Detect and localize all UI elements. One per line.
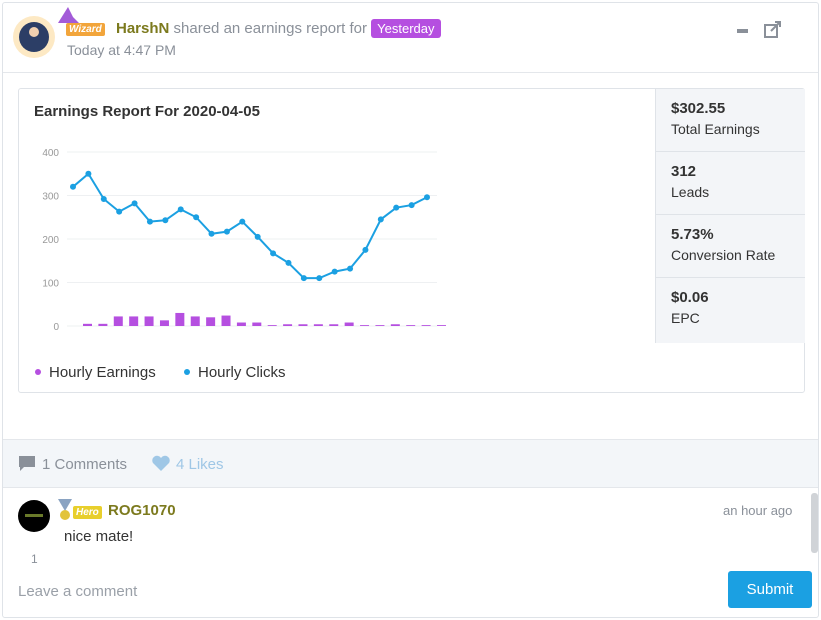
stat-value: $0.06 (671, 289, 709, 306)
legend-label: Hourly Earnings (49, 364, 156, 381)
point (131, 200, 138, 207)
point (316, 275, 323, 282)
point (177, 206, 184, 213)
point (362, 246, 369, 253)
point (70, 183, 76, 190)
period-tag[interactable]: Yesterday (371, 19, 441, 38)
bar (437, 325, 446, 326)
comment-icon (19, 456, 35, 471)
bar (360, 325, 370, 326)
post-actions[interactable] (735, 21, 785, 41)
like-icon[interactable] (151, 455, 171, 473)
post-time: Today at 4:47 PM (67, 42, 176, 58)
badge: Wizard (66, 23, 105, 36)
point (285, 259, 292, 266)
stat-value: 5.73% (671, 226, 714, 243)
bar (129, 316, 139, 326)
point (223, 228, 230, 235)
line (72, 172, 428, 280)
point (347, 265, 354, 272)
bar (421, 325, 431, 326)
legend-label: Hourly Clicks (198, 364, 286, 381)
stat-value: 312 (671, 163, 697, 180)
bar (144, 316, 154, 326)
point (100, 195, 107, 202)
y-tick-label: 300 (42, 192, 59, 203)
point (424, 194, 430, 201)
badge: Hero (73, 506, 102, 519)
bar (375, 325, 385, 326)
point (85, 170, 92, 177)
bar (329, 324, 339, 326)
bar (313, 324, 323, 326)
hero-medal (58, 499, 72, 520)
bar (252, 322, 262, 326)
stat-label: Conversion Rate (671, 247, 776, 263)
y-tick-label: 400 (42, 148, 59, 159)
bar (159, 320, 169, 326)
bar (283, 324, 293, 326)
point (300, 275, 307, 282)
commenter-name[interactable]: ROG1070 (108, 502, 176, 519)
bar (406, 325, 416, 326)
legend-dot (184, 369, 190, 375)
point (162, 217, 169, 224)
comments-count[interactable]: 1 Comments (42, 456, 128, 473)
stat-label: Total Earnings (671, 121, 760, 137)
scrollbar[interactable] (811, 493, 818, 553)
likes-count[interactable]: 4 Likes (176, 456, 224, 473)
stat: $302.55 Total Earnings (656, 89, 805, 152)
author-avatar (13, 16, 55, 58)
stat: 312 Leads (656, 152, 805, 215)
point (193, 214, 200, 221)
comment-input[interactable]: Leave a comment (18, 583, 138, 600)
point (408, 202, 415, 209)
bar (221, 315, 231, 326)
comment-text: nice mate! (64, 528, 134, 545)
point (146, 218, 153, 225)
stat: $0.06 EPC (656, 278, 805, 341)
chart: Earnings Report For 2020-04-05 0 100 200 30… (34, 103, 446, 381)
point (254, 233, 261, 240)
wizard-hat (58, 7, 79, 23)
bar (113, 316, 123, 326)
bar (175, 312, 185, 326)
comment-time: an hour ago (723, 503, 793, 518)
bar (390, 324, 400, 326)
bar (98, 323, 108, 326)
submit-button[interactable]: Submit (728, 571, 812, 608)
y-tick-label: 0 (53, 322, 59, 333)
bar (344, 322, 354, 326)
stat-value: $302.55 (671, 100, 726, 117)
post-footer: 1 Comments 4 Likes (3, 439, 818, 488)
bar (206, 317, 216, 326)
legend-dot (35, 369, 41, 375)
stat: 5.73% Conversion Rate (656, 215, 805, 278)
stat-label: EPC (671, 310, 700, 326)
author-name[interactable]: HarshN (116, 20, 170, 37)
point (270, 250, 277, 257)
point (393, 204, 400, 211)
vote-count: 1 (31, 552, 38, 566)
action-text: shared an earnings report for (173, 20, 367, 37)
bar (236, 322, 246, 326)
y-tick-label: 100 (42, 279, 59, 290)
bar (190, 316, 200, 326)
report-box: Earnings Report For 2020-04-05 0 100 200 30… (18, 88, 805, 393)
bar (267, 325, 277, 326)
bar (83, 323, 92, 326)
point (377, 216, 384, 223)
commenter-avatar (18, 500, 50, 532)
bar (298, 324, 308, 326)
point (239, 218, 246, 225)
point (208, 230, 215, 237)
stat-label: Leads (671, 184, 710, 200)
chart-title: Earnings Report For 2020-04-05 (34, 103, 260, 120)
point (116, 208, 123, 215)
y-tick-label: 200 (42, 235, 59, 246)
point (331, 268, 338, 275)
